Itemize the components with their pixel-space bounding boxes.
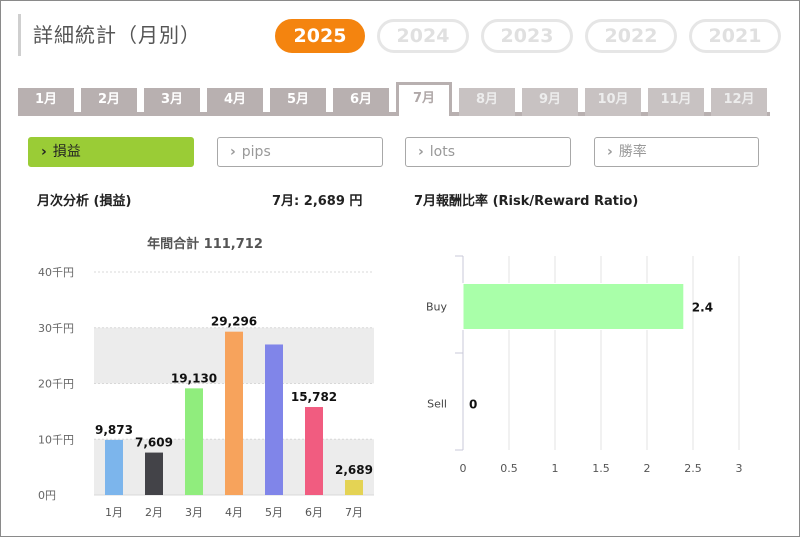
month-tabs-baseline — [18, 112, 770, 116]
bar-6月 — [305, 407, 323, 495]
bar-value-label: 15,782 — [291, 390, 337, 404]
bar-value-label: 29,296 — [211, 315, 257, 329]
bar-1月 — [105, 439, 123, 495]
y-tick-label: 20千円 — [38, 378, 74, 391]
bar-7月 — [345, 480, 363, 495]
year-2023-button[interactable]: 2023 — [481, 19, 573, 53]
bar-value-label: 7,609 — [135, 436, 173, 450]
chevron-right-icon: › — [607, 144, 613, 160]
tab-month-6[interactable]: 6月 — [333, 88, 389, 116]
chevron-right-icon: › — [230, 144, 236, 160]
bar-value-label: 9,873 — [95, 423, 133, 437]
bar-value-label: 0 — [469, 398, 477, 412]
bar-Buy — [462, 283, 685, 330]
tab-month-4[interactable]: 4月 — [207, 88, 263, 116]
x-tick-label: 4月 — [225, 506, 243, 519]
x-tick-label: 7月 — [345, 506, 363, 519]
tab-month-2[interactable]: 2月 — [81, 88, 137, 116]
x-tick-label: 2.5 — [684, 462, 702, 475]
tab-month-9[interactable]: 9月 — [522, 88, 578, 116]
monthly-analysis-title: 月次分析 (損益) — [37, 194, 132, 209]
tab-month-10[interactable]: 10月 — [585, 88, 641, 116]
x-tick-label: 1.5 — [592, 462, 610, 475]
x-tick-label: 0.5 — [500, 462, 518, 475]
tab-month-12[interactable]: 12月 — [711, 88, 767, 116]
chart-title: 年間合計 111,712 — [147, 236, 263, 252]
x-tick-label: 3 — [736, 462, 743, 475]
x-tick-label: 6月 — [305, 506, 323, 519]
y-category-label: Sell — [427, 398, 447, 411]
tab-month-11[interactable]: 11月 — [648, 88, 704, 116]
y-tick-label: 0円 — [38, 489, 56, 502]
bar-value-label: 2,689 — [335, 463, 373, 477]
tab-month-8[interactable]: 8月 — [459, 88, 515, 116]
header: 詳細統計（月別） — [18, 14, 201, 56]
bar-5月 — [265, 344, 283, 495]
ratio-title: 7月報酬比率 (Risk/Reward Ratio) — [414, 194, 639, 209]
bar-value-label: 19,130 — [171, 371, 217, 385]
year-2024-button[interactable]: 2024 — [377, 19, 469, 53]
tab-month-5[interactable]: 5月 — [270, 88, 326, 116]
year-2022-button[interactable]: 2022 — [585, 19, 677, 53]
metric-pips-button[interactable]: › pips — [217, 137, 383, 167]
bar-value-label: 2.4 — [692, 301, 713, 315]
y-category-label: Buy — [426, 301, 448, 314]
metric-lots-button[interactable]: › lots — [405, 137, 571, 167]
page-title: 詳細統計（月別） — [33, 23, 201, 47]
y-tick-label: 40千円 — [38, 266, 74, 279]
year-selector: 2025 2024 2023 2022 2021 — [275, 19, 781, 53]
x-tick-label: 1月 — [105, 506, 123, 519]
x-tick-label: 2 — [644, 462, 651, 475]
year-2025-button[interactable]: 2025 — [275, 19, 365, 53]
metric-profit-button[interactable]: › 損益 — [28, 137, 194, 167]
x-tick-label: 5月 — [265, 506, 283, 519]
bar-3月 — [185, 388, 203, 495]
chevron-right-icon: › — [418, 144, 424, 160]
bar-4月 — [225, 331, 243, 495]
tab-month-1[interactable]: 1月 — [18, 88, 74, 116]
tab-month-7[interactable]: 7月 — [396, 82, 452, 116]
metric-winrate-label: 勝率 — [618, 144, 647, 160]
y-tick-label: 30千円 — [38, 322, 74, 335]
bar-2月 — [145, 452, 163, 495]
y-tick-label: 10千円 — [38, 433, 74, 446]
metric-winrate-button[interactable]: › 勝率 — [594, 137, 759, 167]
tab-month-3[interactable]: 3月 — [144, 88, 200, 116]
chevron-right-icon: › — [41, 144, 47, 160]
month-tabs: 1月 2月 3月 4月 5月 6月 7月 8月 9月 10月 11月 12月 — [18, 82, 770, 116]
metric-pips-label: pips — [241, 144, 271, 160]
metric-profit-label: 損益 — [52, 144, 81, 160]
year-2021-button[interactable]: 2021 — [689, 19, 781, 53]
x-tick-label: 2月 — [145, 506, 163, 519]
metric-lots-label: lots — [429, 144, 456, 160]
x-tick-label: 0 — [460, 462, 467, 475]
monthly-summary: 7月: 2,689 円 — [272, 194, 363, 209]
x-tick-label: 1 — [552, 462, 559, 475]
x-tick-label: 3月 — [185, 506, 203, 519]
